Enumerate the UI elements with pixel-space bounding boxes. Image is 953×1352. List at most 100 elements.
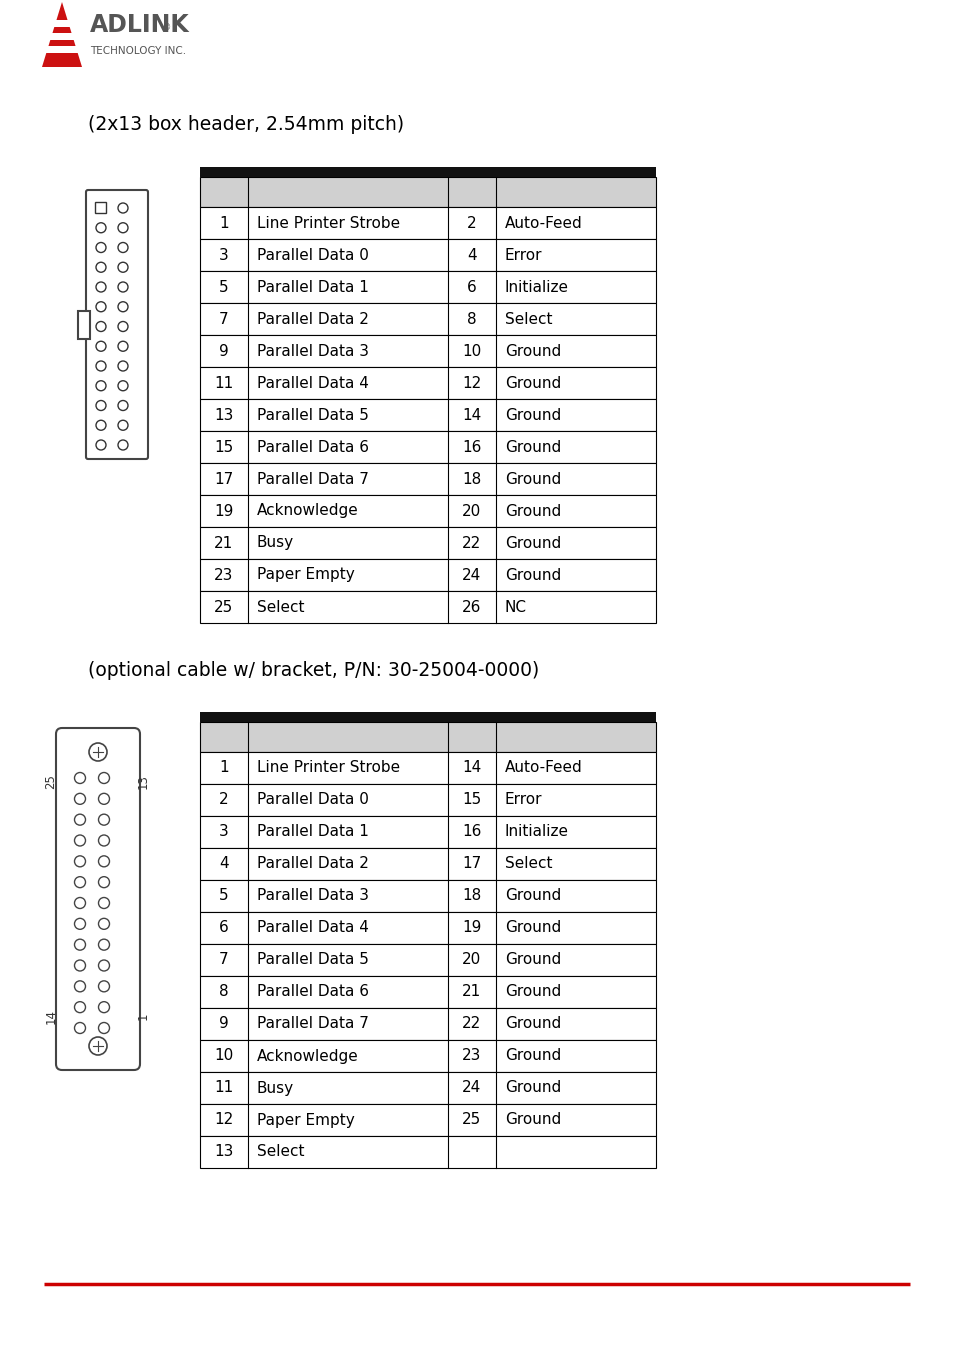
Text: 25: 25: [214, 599, 233, 615]
Text: ®: ®: [163, 23, 172, 32]
Text: 26: 26: [462, 599, 481, 615]
Text: Ground: Ground: [504, 503, 560, 519]
Circle shape: [96, 400, 106, 411]
Text: 13: 13: [214, 1145, 233, 1160]
Text: Ground: Ground: [504, 535, 560, 550]
Bar: [200, 168, 656, 177]
Circle shape: [98, 814, 110, 825]
Text: 13: 13: [214, 407, 233, 422]
Text: Ground: Ground: [504, 1080, 560, 1095]
Bar: [200, 976, 656, 1009]
Circle shape: [118, 361, 128, 370]
Circle shape: [96, 322, 106, 331]
Text: (optional cable w/ bracket, P/N: 30-25004-0000): (optional cable w/ bracket, P/N: 30-2500…: [88, 661, 538, 680]
Text: Line Printer Strobe: Line Printer Strobe: [256, 215, 399, 230]
Circle shape: [96, 381, 106, 391]
Text: Parallel Data 3: Parallel Data 3: [256, 343, 369, 358]
Text: Line Printer Strobe: Line Printer Strobe: [256, 760, 399, 776]
Text: 1: 1: [219, 760, 229, 776]
Text: Parallel Data 2: Parallel Data 2: [256, 857, 369, 872]
Bar: [47, 46, 77, 53]
Text: 23: 23: [214, 568, 233, 583]
Circle shape: [96, 361, 106, 370]
Text: Initialize: Initialize: [504, 825, 568, 840]
Text: 14: 14: [45, 1009, 57, 1023]
Text: Acknowledge: Acknowledge: [256, 1049, 358, 1064]
Circle shape: [74, 772, 86, 784]
Text: Ground: Ground: [504, 984, 560, 999]
Circle shape: [118, 301, 128, 312]
Text: Parallel Data 2: Parallel Data 2: [256, 311, 369, 326]
Text: 2: 2: [467, 215, 476, 230]
Text: Parallel Data 6: Parallel Data 6: [256, 984, 369, 999]
Text: 22: 22: [462, 1017, 481, 1032]
Text: 4: 4: [219, 857, 229, 872]
Polygon shape: [42, 1, 82, 68]
Circle shape: [98, 856, 110, 867]
Circle shape: [118, 322, 128, 331]
Bar: [200, 880, 656, 913]
Text: ADLINK: ADLINK: [90, 12, 190, 37]
Text: 8: 8: [219, 984, 229, 999]
Circle shape: [96, 439, 106, 450]
Bar: [200, 848, 656, 880]
Bar: [200, 713, 656, 722]
Text: Select: Select: [504, 857, 552, 872]
Text: Parallel Data 7: Parallel Data 7: [256, 472, 369, 487]
Circle shape: [74, 940, 86, 950]
Text: 21: 21: [462, 984, 481, 999]
Bar: [200, 944, 656, 976]
Circle shape: [74, 918, 86, 929]
Text: Parallel Data 7: Parallel Data 7: [256, 1017, 369, 1032]
Circle shape: [118, 381, 128, 391]
Bar: [200, 1040, 656, 1072]
Circle shape: [118, 203, 128, 214]
Text: Ground: Ground: [504, 343, 560, 358]
Text: 10: 10: [214, 1049, 233, 1064]
Text: Ground: Ground: [504, 376, 560, 391]
Text: 19: 19: [214, 503, 233, 519]
Text: Select: Select: [256, 599, 304, 615]
Text: 9: 9: [219, 1017, 229, 1032]
FancyBboxPatch shape: [56, 727, 140, 1069]
Text: 23: 23: [462, 1049, 481, 1064]
Text: NC: NC: [504, 599, 526, 615]
Bar: [200, 752, 656, 784]
Circle shape: [74, 1002, 86, 1013]
Bar: [200, 1009, 656, 1040]
Bar: [200, 591, 656, 623]
Text: 8: 8: [467, 311, 476, 326]
Circle shape: [96, 283, 106, 292]
Text: Ground: Ground: [504, 921, 560, 936]
Text: Ground: Ground: [504, 1017, 560, 1032]
Circle shape: [74, 898, 86, 909]
Text: 12: 12: [214, 1113, 233, 1128]
Circle shape: [74, 814, 86, 825]
Text: 15: 15: [214, 439, 233, 454]
Bar: [200, 270, 656, 303]
Bar: [200, 1136, 656, 1168]
Circle shape: [118, 242, 128, 253]
Circle shape: [96, 420, 106, 430]
Text: 25: 25: [462, 1113, 481, 1128]
Text: Parallel Data 4: Parallel Data 4: [256, 921, 369, 936]
Text: 5: 5: [219, 888, 229, 903]
Bar: [200, 431, 656, 462]
Circle shape: [118, 420, 128, 430]
Text: TECHNOLOGY INC.: TECHNOLOGY INC.: [90, 46, 186, 55]
Text: 18: 18: [462, 472, 481, 487]
Circle shape: [98, 980, 110, 992]
Circle shape: [74, 836, 86, 846]
Bar: [200, 177, 656, 207]
Text: Parallel Data 6: Parallel Data 6: [256, 439, 369, 454]
Text: Busy: Busy: [256, 535, 294, 550]
Text: Paper Empty: Paper Empty: [256, 1113, 355, 1128]
Text: (2x13 box header, 2.54mm pitch): (2x13 box header, 2.54mm pitch): [88, 115, 404, 134]
Circle shape: [98, 794, 110, 804]
Text: Acknowledge: Acknowledge: [256, 503, 358, 519]
Circle shape: [118, 439, 128, 450]
Text: 3: 3: [219, 247, 229, 262]
Bar: [200, 913, 656, 944]
Bar: [200, 207, 656, 239]
Bar: [200, 817, 656, 848]
